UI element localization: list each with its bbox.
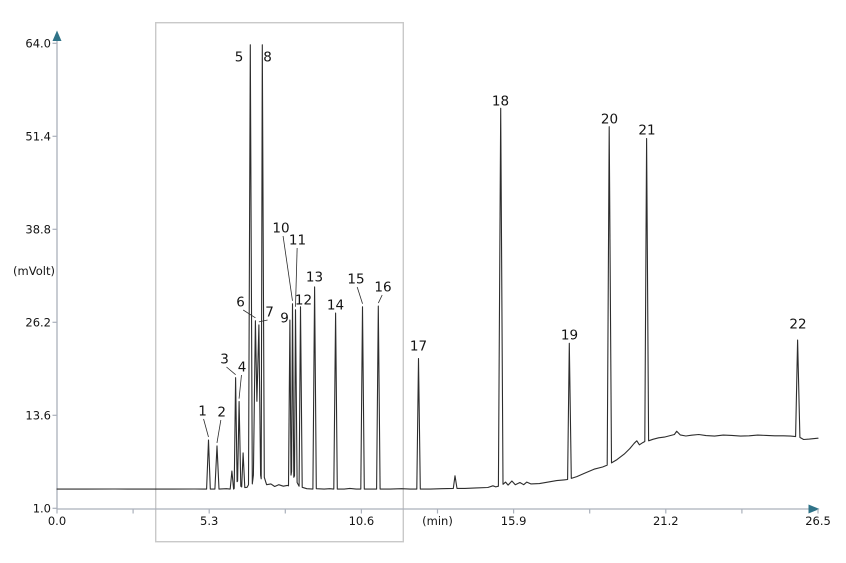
peak-label-6: 6 [236, 295, 245, 311]
peak-label-1: 1 [198, 404, 207, 420]
x-axis-arrow-icon [808, 504, 820, 514]
x-tick-label: 21.2 [653, 514, 679, 528]
x-tick-label: 5.3 [200, 514, 218, 528]
y-tick-label: 51.4 [25, 129, 51, 143]
peak-label-18: 18 [492, 94, 509, 110]
peak-label-15: 15 [347, 272, 364, 288]
peak-leader-line-10 [282, 235, 293, 301]
y-tick-label: 26.2 [25, 315, 51, 329]
peak-leader-line-4 [238, 374, 242, 399]
peak-label-17: 17 [410, 339, 427, 355]
x-axis-unit-label: (min) [422, 514, 453, 528]
y-tick-label: 1.0 [33, 501, 51, 515]
peak-leader-line-11 [295, 247, 298, 307]
peak-label-8: 8 [263, 50, 272, 66]
peak-label-19: 19 [561, 328, 578, 344]
signal-trace [56, 44, 819, 490]
peak-label-12: 12 [295, 293, 312, 309]
y-tick-label: 13.6 [25, 408, 51, 422]
peak-label-10: 10 [272, 221, 289, 237]
peak-leader-line-7 [258, 319, 268, 323]
peak-label-21: 21 [638, 123, 655, 139]
peak-leader-line-16 [377, 294, 383, 304]
peak-label-16: 16 [374, 280, 391, 296]
peak-label-5: 5 [235, 50, 244, 66]
peak-leader-line-15 [356, 286, 363, 304]
peak-label-11: 11 [289, 233, 306, 249]
peak-label-20: 20 [601, 112, 618, 128]
x-tick-label: 0.0 [48, 514, 66, 528]
peak-label-13: 13 [306, 270, 323, 286]
x-tick-label: 15.9 [501, 514, 527, 528]
y-axis-unit-label: (mVolt) [13, 264, 55, 278]
peak-label-9: 9 [280, 311, 289, 327]
peak-label-4: 4 [238, 360, 247, 376]
peak-label-7: 7 [265, 305, 274, 321]
peak-label-22: 22 [789, 317, 806, 333]
peak-label-3: 3 [220, 352, 229, 368]
peak-leader-line-6 [242, 309, 256, 319]
peak-leader-line-1 [203, 418, 209, 438]
y-axis-arrow-icon [52, 30, 62, 41]
selection-box [154, 22, 405, 543]
x-tick-label: 26.5 [805, 514, 831, 528]
peak-label-14: 14 [327, 298, 344, 314]
y-tick-label: 64.0 [25, 36, 51, 50]
y-tick-label: 38.8 [25, 222, 51, 236]
peak-leader-line-2 [216, 419, 222, 443]
peak-leader-line-3 [226, 366, 236, 375]
x-tick-label: 10.6 [349, 514, 375, 528]
peak-label-2: 2 [217, 405, 226, 421]
